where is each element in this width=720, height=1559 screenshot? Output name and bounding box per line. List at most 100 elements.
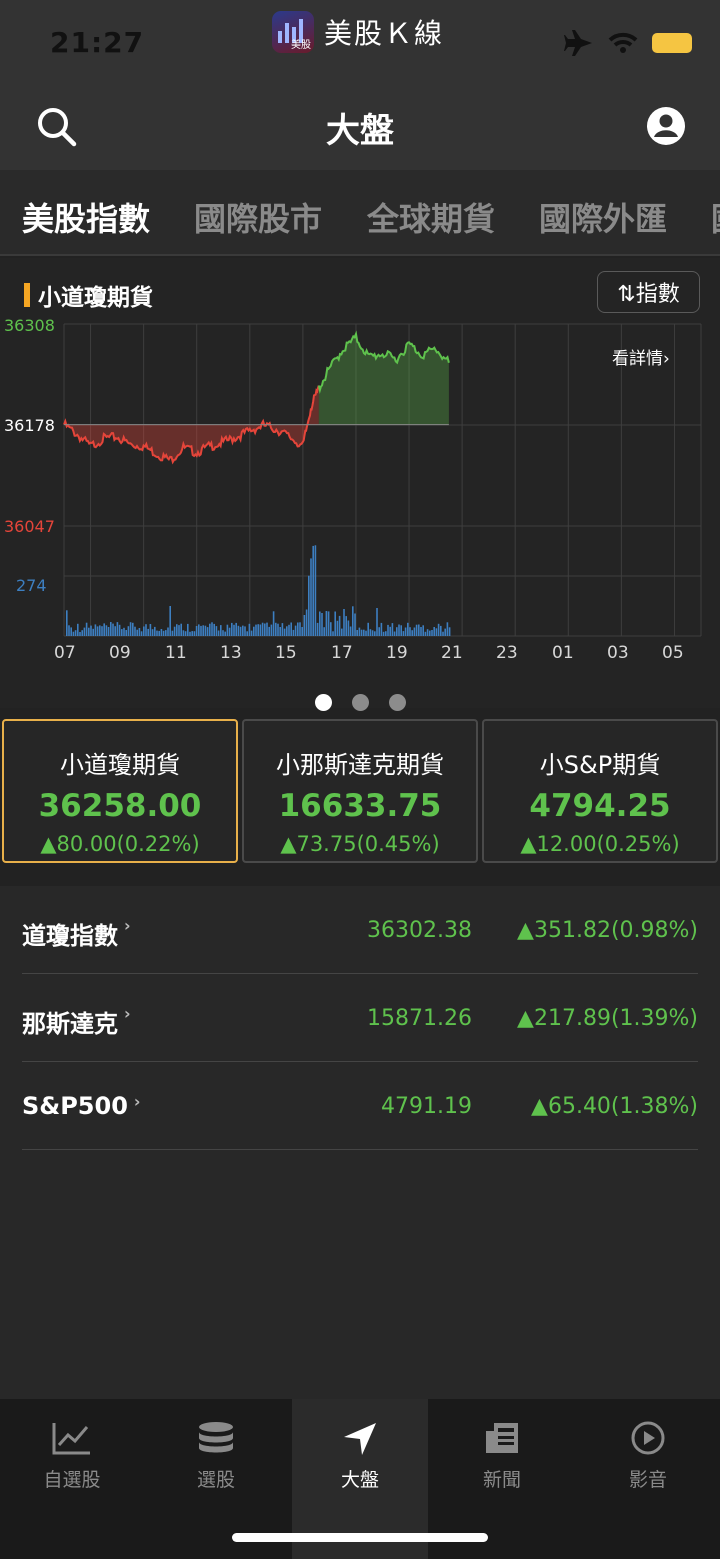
volume-bar (189, 631, 191, 636)
volume-bar (371, 630, 374, 636)
volume-bar (125, 630, 127, 636)
search-icon (38, 108, 77, 147)
volume-bar (393, 631, 396, 636)
volume-bar (360, 629, 363, 636)
volume-bar (334, 611, 336, 636)
tab-intl-stocks[interactable]: 國際股市 (194, 200, 323, 238)
volume-bar (319, 611, 321, 636)
nav-video[interactable]: 影音 (576, 1399, 720, 1559)
volume-bar (312, 545, 314, 636)
x-tick-label: 19 (386, 643, 408, 663)
card-price: 16633.75 (278, 788, 442, 824)
volume-bar (118, 624, 121, 636)
volume-bar (385, 631, 387, 636)
volume-bar (237, 625, 240, 636)
volume-bar (239, 626, 242, 636)
chevron-right-icon: › (124, 916, 131, 935)
detail-link[interactable]: 看詳情› (612, 349, 670, 369)
account-button[interactable] (646, 106, 686, 146)
volume-bar (266, 622, 268, 636)
app-badge: 美股 美股Ｋ線 (272, 10, 444, 54)
volume-bar (206, 627, 209, 636)
volume-bar (242, 625, 244, 636)
futures-card-dow[interactable]: 小道瓊期貨 36258.00 ▲80.00(0.22%) (2, 719, 238, 863)
user-icon (647, 107, 685, 145)
up-area (318, 334, 449, 425)
volume-bar (182, 630, 185, 636)
tab-global-futures[interactable]: 全球期貨 (367, 200, 496, 238)
volume-bar (228, 627, 231, 636)
index-toggle-button[interactable]: ⇅指數 (597, 271, 700, 313)
page-dot[interactable] (388, 694, 406, 711)
volume-bar (422, 625, 424, 636)
volume-bar (413, 627, 416, 636)
card-price: 4794.25 (529, 788, 671, 824)
volume-bar (140, 631, 143, 636)
volume-bar (292, 629, 295, 636)
volume-bar (283, 628, 286, 636)
volume-bar (290, 622, 292, 636)
nav-watchlist[interactable]: 自選股 (0, 1399, 144, 1559)
volume-bar (233, 624, 235, 636)
volume-bar (327, 611, 330, 636)
tab-forex[interactable]: 國際外匯 (539, 200, 668, 238)
nav-market[interactable]: 大盤 (292, 1399, 428, 1559)
volume-bar (376, 608, 378, 636)
volume-bar (138, 628, 141, 636)
volume-bar (171, 630, 174, 636)
volume-bar (211, 622, 213, 636)
status-icons (564, 30, 692, 56)
volume-bar (323, 627, 325, 636)
tab-overflow[interactable]: 國 (711, 194, 720, 240)
volume-bar (354, 613, 356, 636)
volume-bar (103, 623, 105, 636)
page-dot[interactable] (314, 694, 332, 711)
index-value: 4791.19 (381, 1094, 472, 1119)
volume-bar (437, 623, 440, 636)
volume-bar (444, 628, 446, 636)
nav-news[interactable]: 新聞 (430, 1399, 574, 1559)
volume-bar (297, 622, 299, 636)
x-tick-label: 15 (275, 643, 297, 663)
tab-us-indices[interactable]: 美股指數 (22, 200, 151, 238)
chart-panel[interactable]: 小道瓊期貨 ⇅指數 36308 36178 36047 274 看詳情› 07 … (0, 258, 720, 711)
volume-bar (415, 624, 418, 636)
volume-bar (314, 545, 317, 636)
volume-bar (77, 623, 79, 636)
index-row-nasdaq[interactable]: 那斯達克 › 15871.26 ▲217.89(1.39%) (22, 974, 698, 1062)
chart-line-icon (52, 1423, 90, 1455)
index-row-dow[interactable]: 道瓊指數 › 36302.38 ▲351.82(0.98%) (22, 886, 698, 974)
volume-bar (88, 627, 90, 636)
volume-bar (400, 625, 402, 636)
volume-bar (85, 622, 88, 636)
volume-bar (145, 624, 147, 636)
volume-bar (213, 623, 215, 636)
index-change: ▲217.89(1.39%) (517, 1006, 698, 1031)
search-button[interactable] (36, 106, 78, 148)
index-value: 15871.26 (367, 1006, 472, 1031)
volume-bar (136, 629, 138, 636)
volume-bar (147, 628, 149, 636)
volume-bar (369, 629, 372, 636)
volume-bar (270, 624, 273, 636)
app-name: 美股Ｋ線 (324, 17, 445, 50)
volume-bar (294, 625, 297, 636)
volume-bar (66, 610, 68, 636)
card-name: 小S&P期貨 (539, 751, 661, 779)
page-dot[interactable] (351, 694, 369, 711)
volume-bar (330, 622, 332, 636)
intraday-chart[interactable] (0, 258, 720, 668)
volume-bar (217, 630, 220, 636)
y-label-high: 36308 (4, 316, 55, 335)
volume-bar (123, 627, 125, 636)
futures-card-nasdaq[interactable]: 小那斯達克期貨 16633.75 ▲73.75(0.45%) (242, 719, 478, 863)
index-row-sp500[interactable]: S&P500 › 4791.19 ▲65.40(1.38%) (22, 1062, 698, 1150)
futures-card-sp[interactable]: 小S&P期貨 4794.25 ▲12.00(0.25%) (482, 719, 718, 863)
battery-icon (652, 33, 692, 53)
volume-bar (184, 631, 187, 636)
volume-bar (68, 625, 70, 636)
nav-screener[interactable]: 選股 (144, 1399, 288, 1559)
page-indicator (0, 694, 720, 711)
volume-bar (402, 631, 405, 636)
volume-bar (424, 631, 427, 636)
